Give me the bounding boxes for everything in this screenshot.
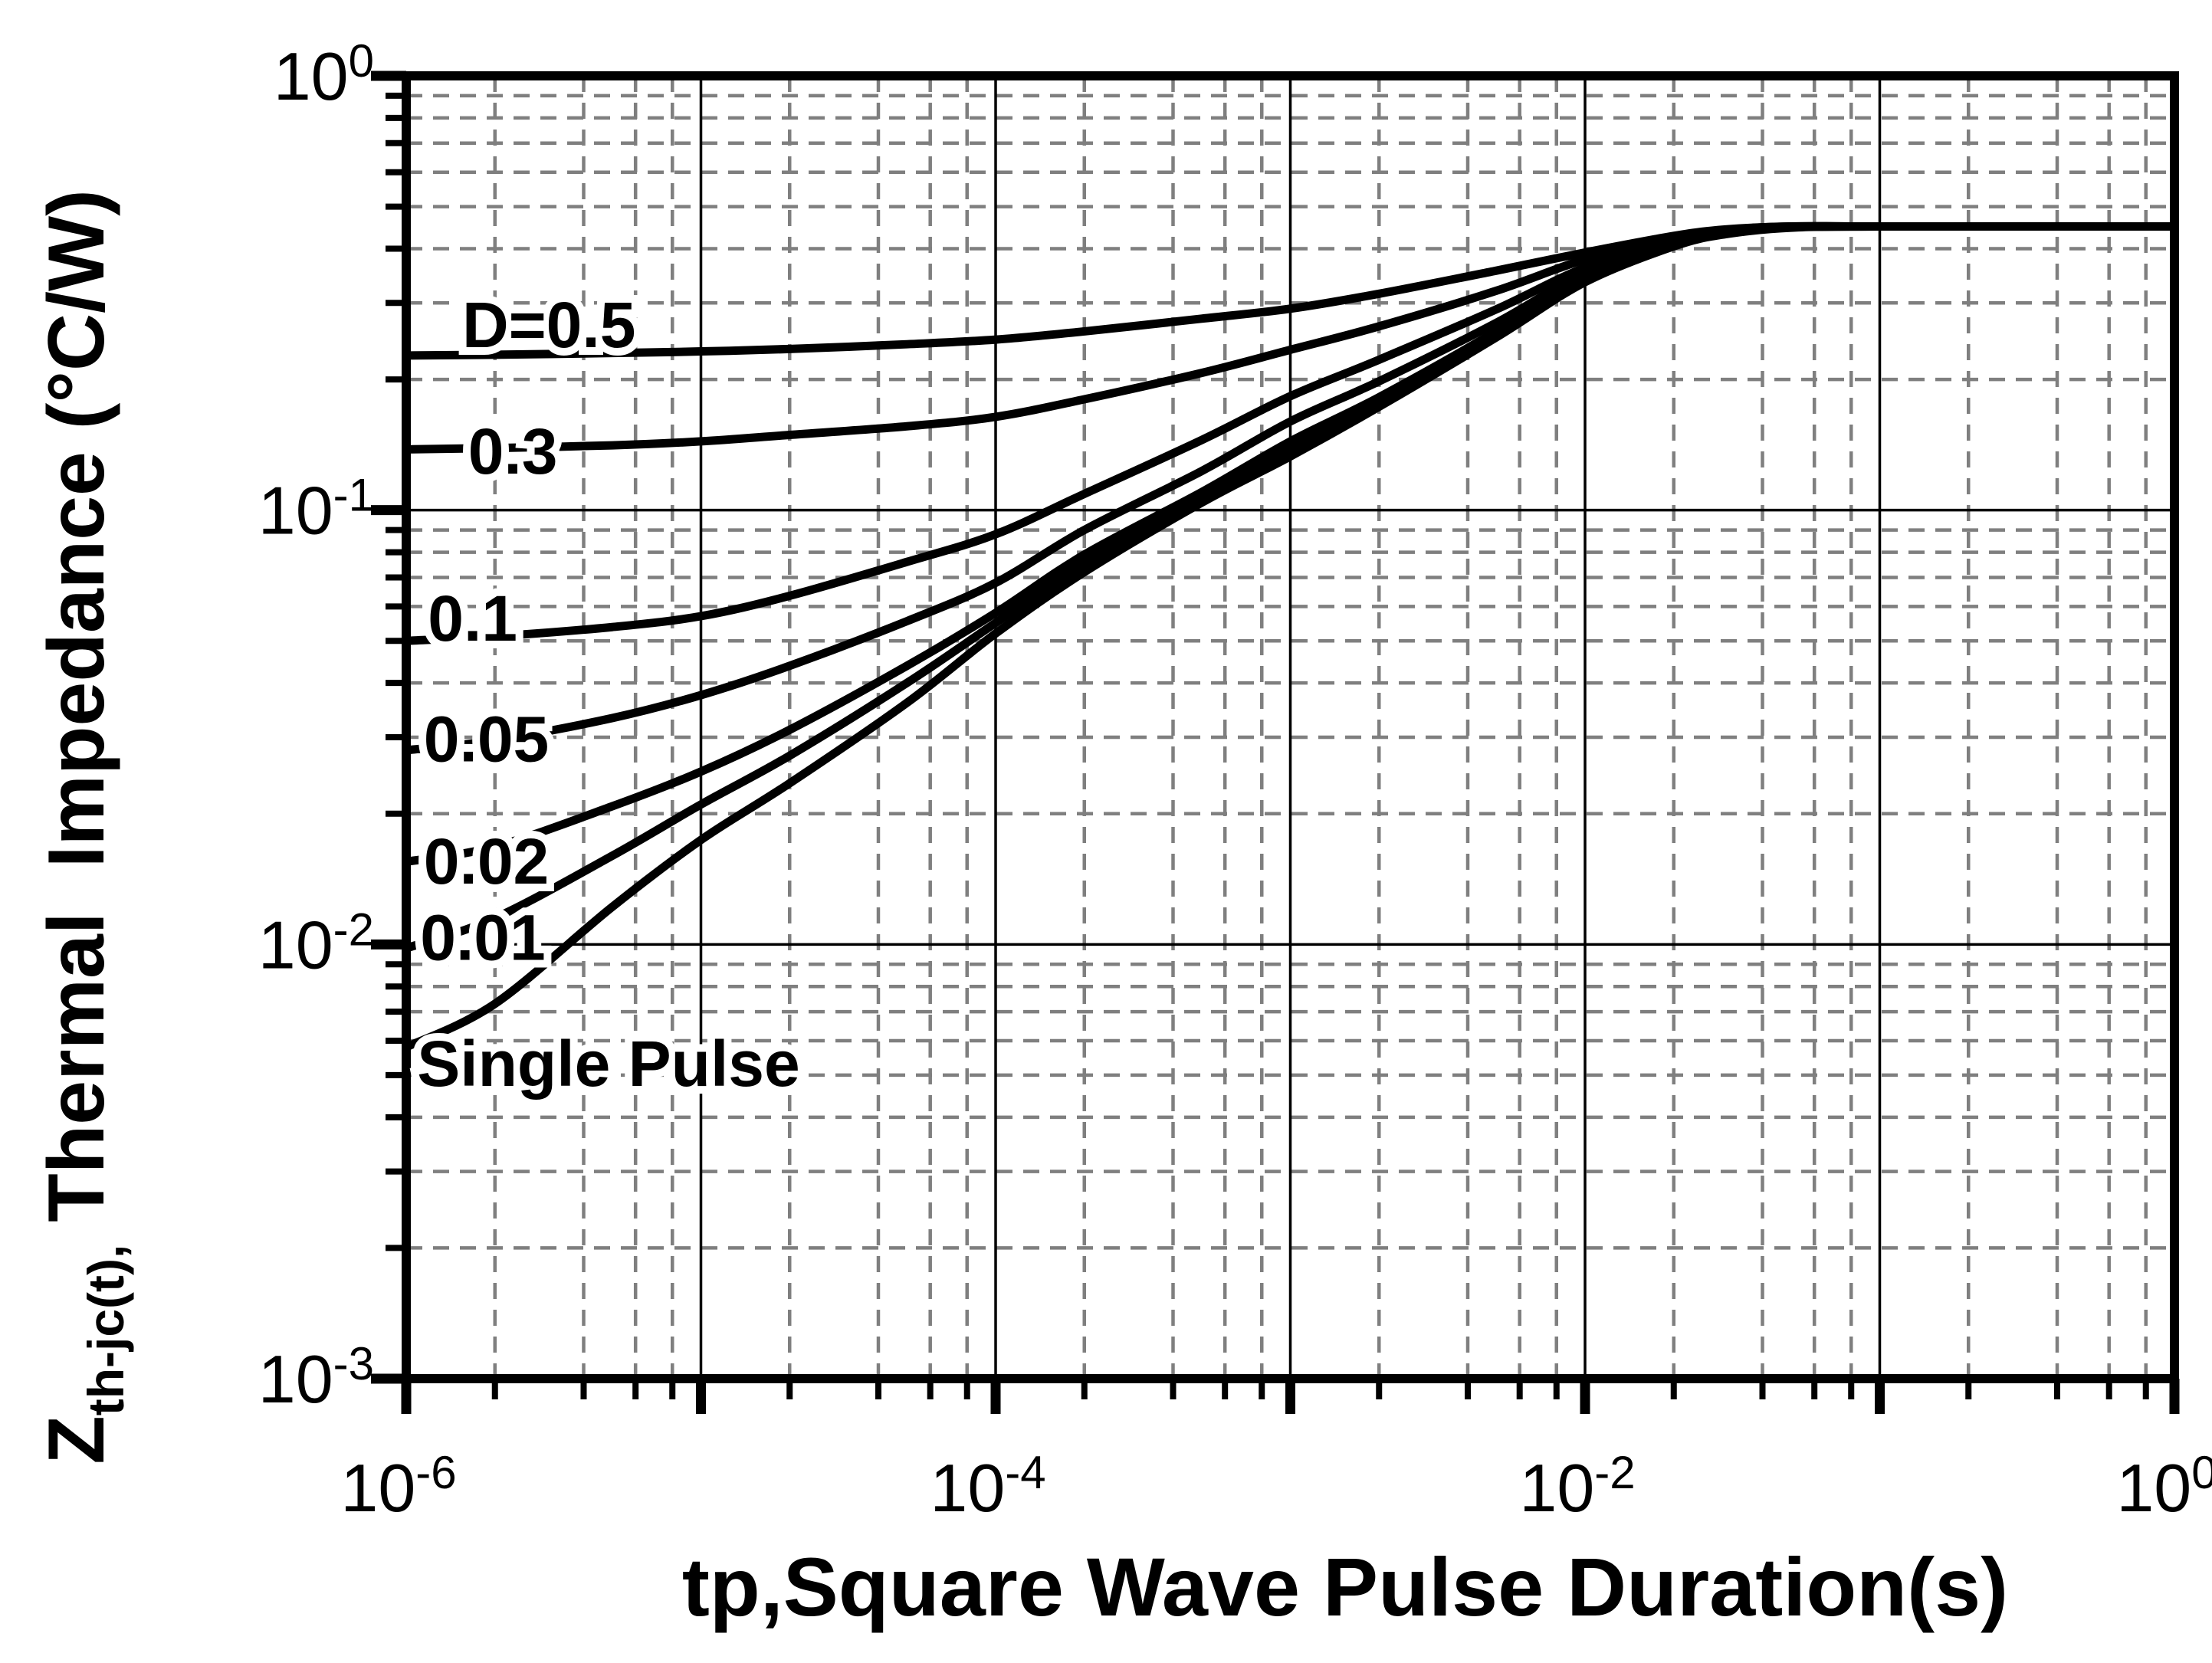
y-tick-labels: 100 10-1 10-2 10-3 <box>258 35 374 1417</box>
y-tick-label-1e0: 100 <box>274 35 374 114</box>
x-tick-label-1e-2: 10-2 <box>1519 1447 1635 1526</box>
x-tick-label-1e0: 100 <box>2116 1447 2212 1526</box>
axis-ticks <box>371 71 2180 1414</box>
curves <box>404 221 2175 1051</box>
curve-single-pulse <box>404 221 2175 1051</box>
y-tick-label-1e-3: 10-3 <box>258 1338 374 1417</box>
gridlines-major <box>406 76 2174 1379</box>
x-axis-title: tp,Square Wave Pulse Duration(s) <box>682 1540 2008 1633</box>
curve-labels: D=0.5 0.3 0.1 0.05 0.020.01 Single Pulse <box>409 281 808 1107</box>
y-tick-label-1e-2: 10-2 <box>258 904 374 982</box>
curve-label-d-0-02: 0.02 <box>424 825 550 897</box>
curve-label-d-0-1: 0.1 <box>428 582 517 654</box>
curve-label-d-0-01: 0.01 <box>420 902 546 974</box>
gridlines-minor <box>406 76 2174 1379</box>
y-axis-title: Zth-jc(t), Thermal Impedance (°C/W) <box>32 189 134 1465</box>
x-tick-label-1e-6: 10-6 <box>340 1447 456 1526</box>
curve-label-d-0-5: D=0.5 <box>462 289 636 361</box>
thermal-impedance-figure: 10-6 10-4 10-2 100 100 10-1 10-2 10-3 D=0.5 0.3 0.… <box>31 12 2212 1651</box>
thermal-impedance-chart: 10-6 10-4 10-2 100 100 10-1 10-2 10-3 D=0.5 0.3 0.… <box>32 35 2212 1633</box>
x-tick-labels: 10-6 10-4 10-2 100 <box>340 1447 2212 1526</box>
curve-label-d-0-3: 0.3 <box>468 415 558 487</box>
curve-label-single-pulse: Single Pulse <box>417 1028 800 1100</box>
y-tick-label-1e-1: 10-1 <box>258 470 374 549</box>
x-tick-label-1e-4: 10-4 <box>930 1447 1045 1526</box>
curve-label-d-0-05: 0.05 <box>424 704 550 776</box>
